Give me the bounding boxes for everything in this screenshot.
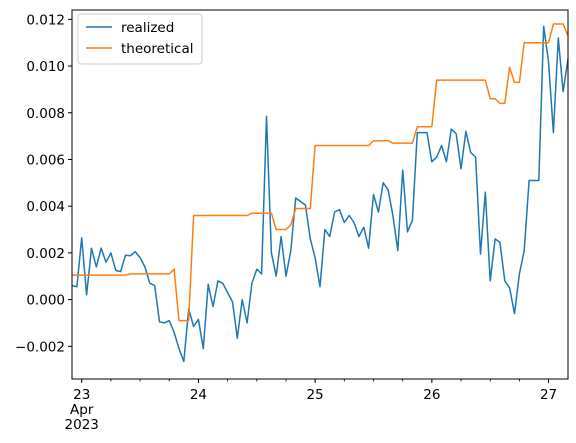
y-tick-label: 0.002 — [26, 246, 65, 262]
x-tick-sublabel: 2023 — [65, 417, 99, 433]
y-tick-label: 0.004 — [26, 199, 65, 215]
series-line-theoretical — [72, 23, 569, 322]
y-tick-label: −0.002 — [15, 339, 65, 355]
x-tick-sublabel: Apr — [70, 402, 94, 418]
x-tick-label: 27 — [540, 387, 557, 403]
series-lines — [71, 23, 569, 363]
x-tick-label: 24 — [190, 387, 207, 403]
series-line-realized — [71, 25, 569, 363]
axis-ticks: −0.002 0.000 0.002 0.004 0.006 0.008 0.010 0.01… — [15, 12, 557, 433]
x-tick-label: 25 — [307, 387, 324, 403]
axes-frame — [71, 9, 569, 380]
legend-label-theoretical: theoretical — [121, 41, 193, 57]
y-tick-label: 0.006 — [26, 152, 65, 168]
legend-label-realized: realized — [121, 20, 174, 36]
y-tick-label: 0.012 — [26, 12, 65, 28]
y-tick-label: 0.000 — [26, 293, 65, 309]
x-tick-label: 23 — [73, 387, 90, 403]
y-tick-label: 0.010 — [26, 59, 65, 75]
y-tick-label: 0.008 — [26, 106, 65, 122]
legend: realized theoretical — [77, 13, 203, 65]
x-tick-label: 26 — [423, 387, 440, 403]
